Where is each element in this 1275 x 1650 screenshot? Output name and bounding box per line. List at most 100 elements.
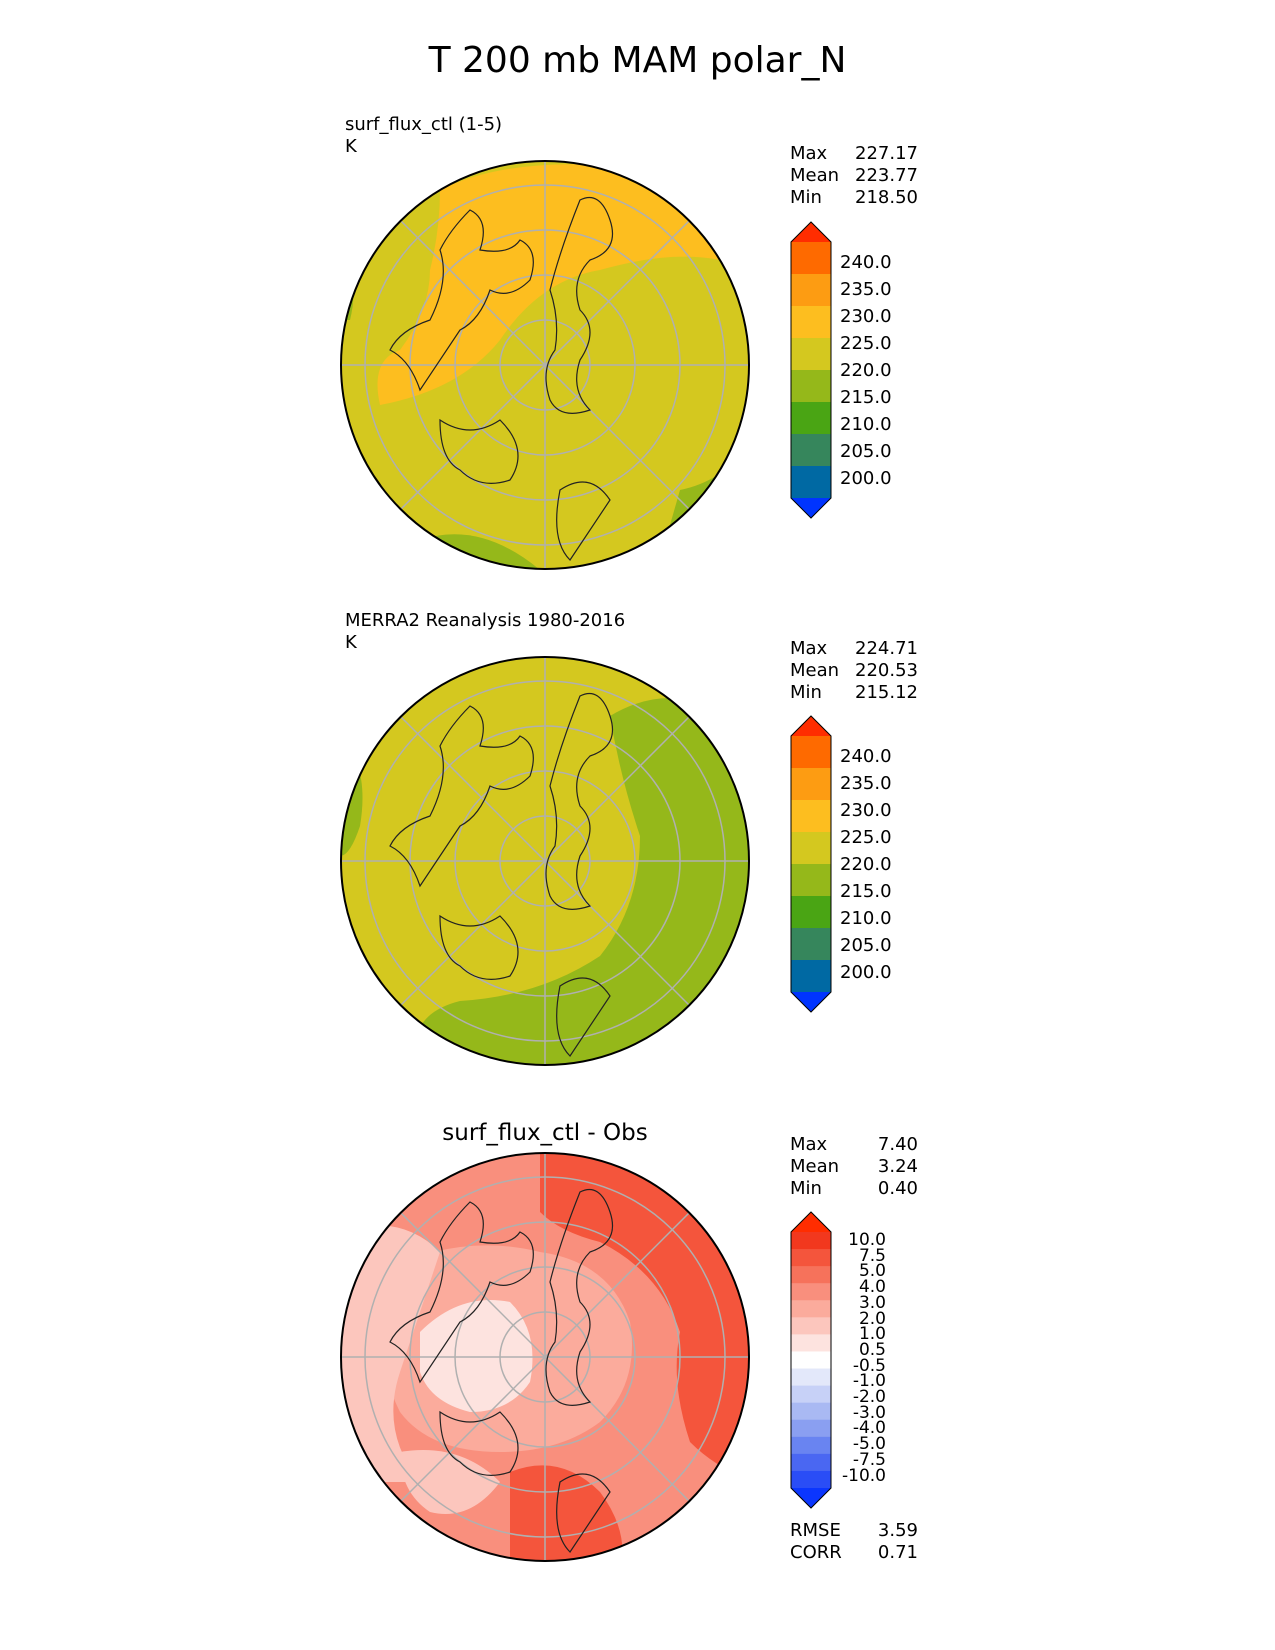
colorbar-segment bbox=[791, 1334, 831, 1352]
panel2-polar-map bbox=[340, 656, 750, 1066]
panel2-cb-tick: 230.0 bbox=[840, 800, 892, 821]
panel2-map-border bbox=[340, 656, 750, 1066]
colorbar-outline bbox=[790, 1211, 832, 1509]
panel2-cb-tick: 210.0 bbox=[840, 908, 892, 929]
panel1-coastlines bbox=[389, 196, 614, 561]
panel3-stat-mean-value: 3.24 bbox=[877, 1156, 918, 1177]
panel3-weak-center bbox=[420, 1300, 533, 1412]
panel1-cb-tick: 225.0 bbox=[840, 333, 892, 354]
panel3-stat-min-label: Min bbox=[790, 1178, 822, 1199]
colorbar-segment bbox=[791, 1453, 831, 1472]
panel1-units: K bbox=[345, 136, 357, 157]
panel3-cb-tick: 10.0 bbox=[848, 1230, 886, 1250]
colorbar-segment bbox=[791, 800, 831, 833]
panel1-cb-tick: 235.0 bbox=[840, 279, 892, 300]
colorbar-segment bbox=[791, 928, 831, 961]
panel2-gridlines bbox=[341, 657, 749, 1065]
panel3-stat-min-value: 0.40 bbox=[877, 1178, 918, 1199]
panel3-metrics: RMSE 3.59 CORR 0.71 bbox=[790, 1520, 918, 1564]
panel2-cb-tick: 235.0 bbox=[840, 773, 892, 794]
colorbar-segment bbox=[791, 1385, 831, 1404]
colorbar-segment bbox=[791, 274, 831, 307]
panel2-cb-tick: 200.0 bbox=[840, 962, 892, 983]
colorbar-outline bbox=[790, 221, 832, 519]
panel3-weak-west bbox=[341, 1225, 440, 1482]
panel1-stat-min-value: 218.50 bbox=[855, 187, 918, 208]
panel2-stat-mean-value: 220.53 bbox=[855, 660, 918, 681]
panel1-cb-tick: 240.0 bbox=[840, 252, 892, 273]
figure-title: T 200 mb MAM polar_N bbox=[428, 40, 847, 81]
colorbar-segment bbox=[791, 1283, 831, 1301]
panel3-stat-max-value: 7.40 bbox=[877, 1134, 918, 1155]
panel3-stats: Max 7.40 Mean 3.24 Min 0.40 bbox=[790, 1134, 918, 1200]
panel3-cb-tick: -5.0 bbox=[852, 1434, 886, 1455]
panel2-stat-min-label: Min bbox=[790, 682, 822, 703]
panel3-metric-corr-label: CORR bbox=[790, 1542, 842, 1563]
panel2-cb-tick: 205.0 bbox=[840, 935, 892, 956]
panel2-cool-region-east bbox=[415, 698, 749, 1065]
panel1-colorbar bbox=[790, 221, 832, 519]
colorbar-segment bbox=[791, 466, 831, 499]
panel2-stat-max-label: Max bbox=[790, 638, 828, 659]
panel2-name: MERRA2 Reanalysis 1980-2016 bbox=[345, 610, 626, 631]
panel2-cb-tick: 215.0 bbox=[840, 881, 892, 902]
panel1-cb-tick: 230.0 bbox=[840, 306, 892, 327]
colorbar-segment bbox=[791, 1368, 831, 1387]
panel1-cb-tick: 210.0 bbox=[840, 414, 892, 435]
colorbar-segment bbox=[791, 960, 831, 993]
colorbar-segment bbox=[791, 1249, 831, 1267]
panel2-title: MERRA2 Reanalysis 1980-2016 K bbox=[345, 610, 625, 654]
panel3-cb-tick: -0.5 bbox=[852, 1355, 886, 1376]
panel3-cb-tick: 0.5 bbox=[858, 1339, 886, 1360]
panel1-polar-map bbox=[340, 160, 750, 570]
panel3-colorbar-ticks: 10.0 7.5 5.0 4.0 3.0 2.0 1.0 0.5 -0.5 -1… bbox=[810, 1230, 886, 1485]
panel2-stat-max-value: 224.71 bbox=[855, 638, 918, 659]
colorbar-outline bbox=[790, 715, 832, 1013]
panel3-weak-south bbox=[400, 1450, 500, 1514]
colorbar-segment bbox=[791, 1232, 831, 1250]
colorbar-extend-max bbox=[791, 222, 831, 242]
panel2-units: K bbox=[345, 632, 357, 653]
colorbar-segment bbox=[791, 1300, 831, 1318]
panel1-cb-tick: 215.0 bbox=[840, 387, 892, 408]
colorbar-extend-max bbox=[791, 716, 831, 736]
panel1-stats: Max 227.17 Mean 223.77 Min 218.50 bbox=[790, 143, 918, 209]
panel3-title: surf_flux_ctl - Obs bbox=[442, 1120, 648, 1146]
panel3-map-border bbox=[340, 1152, 750, 1562]
colorbar-segment bbox=[791, 1266, 831, 1284]
colorbar-extend-min bbox=[791, 498, 831, 518]
panel3-metric-corr-value: 0.71 bbox=[877, 1542, 918, 1563]
colorbar-extend-min bbox=[791, 992, 831, 1012]
panel3-cb-tick: -1.0 bbox=[852, 1371, 886, 1392]
panel2-cb-tick: 220.0 bbox=[840, 854, 892, 875]
colorbar-segment bbox=[791, 402, 831, 435]
colorbar-segment bbox=[791, 434, 831, 467]
panel1-map-border bbox=[340, 160, 750, 570]
colorbar-extend-min bbox=[791, 1488, 831, 1508]
panel1-name: surf_flux_ctl (1-5) bbox=[345, 114, 503, 135]
panel3-coastlines bbox=[389, 1188, 614, 1553]
colorbar-segment bbox=[791, 736, 831, 769]
panel1-stat-mean-value: 223.77 bbox=[855, 165, 918, 186]
panel3-metric-rmse-label: RMSE bbox=[790, 1520, 841, 1541]
panel1-cool-edge-w bbox=[341, 260, 354, 320]
panel2-cb-tick: 225.0 bbox=[840, 827, 892, 848]
colorbar-segment bbox=[791, 864, 831, 897]
panel1-colorbar-ticks: 240.0 235.0 230.0 225.0 220.0 215.0 210.… bbox=[840, 242, 920, 492]
panel3-cb-tick: 3.0 bbox=[858, 1292, 886, 1313]
colorbar-segment bbox=[791, 768, 831, 801]
panel1-stat-mean-label: Mean bbox=[790, 165, 840, 186]
panel3-polar-map bbox=[340, 1152, 750, 1562]
panel3-cb-tick: 2.0 bbox=[858, 1308, 886, 1329]
panel1-gridlines bbox=[341, 161, 749, 569]
panel1-cb-tick: 200.0 bbox=[840, 468, 892, 489]
colorbar-segment bbox=[791, 1470, 831, 1489]
panel3-cb-tick: 5.0 bbox=[858, 1261, 886, 1282]
panel3-cb-tick: -3.0 bbox=[852, 1402, 886, 1423]
colorbar-segment bbox=[791, 1402, 831, 1421]
panel3-cb-tick: 7.5 bbox=[858, 1245, 886, 1266]
panel2-stat-mean-label: Mean bbox=[790, 660, 840, 681]
colorbar-segment bbox=[791, 370, 831, 403]
panel3-colorbar bbox=[790, 1211, 832, 1509]
colorbar-segment bbox=[791, 1419, 831, 1438]
